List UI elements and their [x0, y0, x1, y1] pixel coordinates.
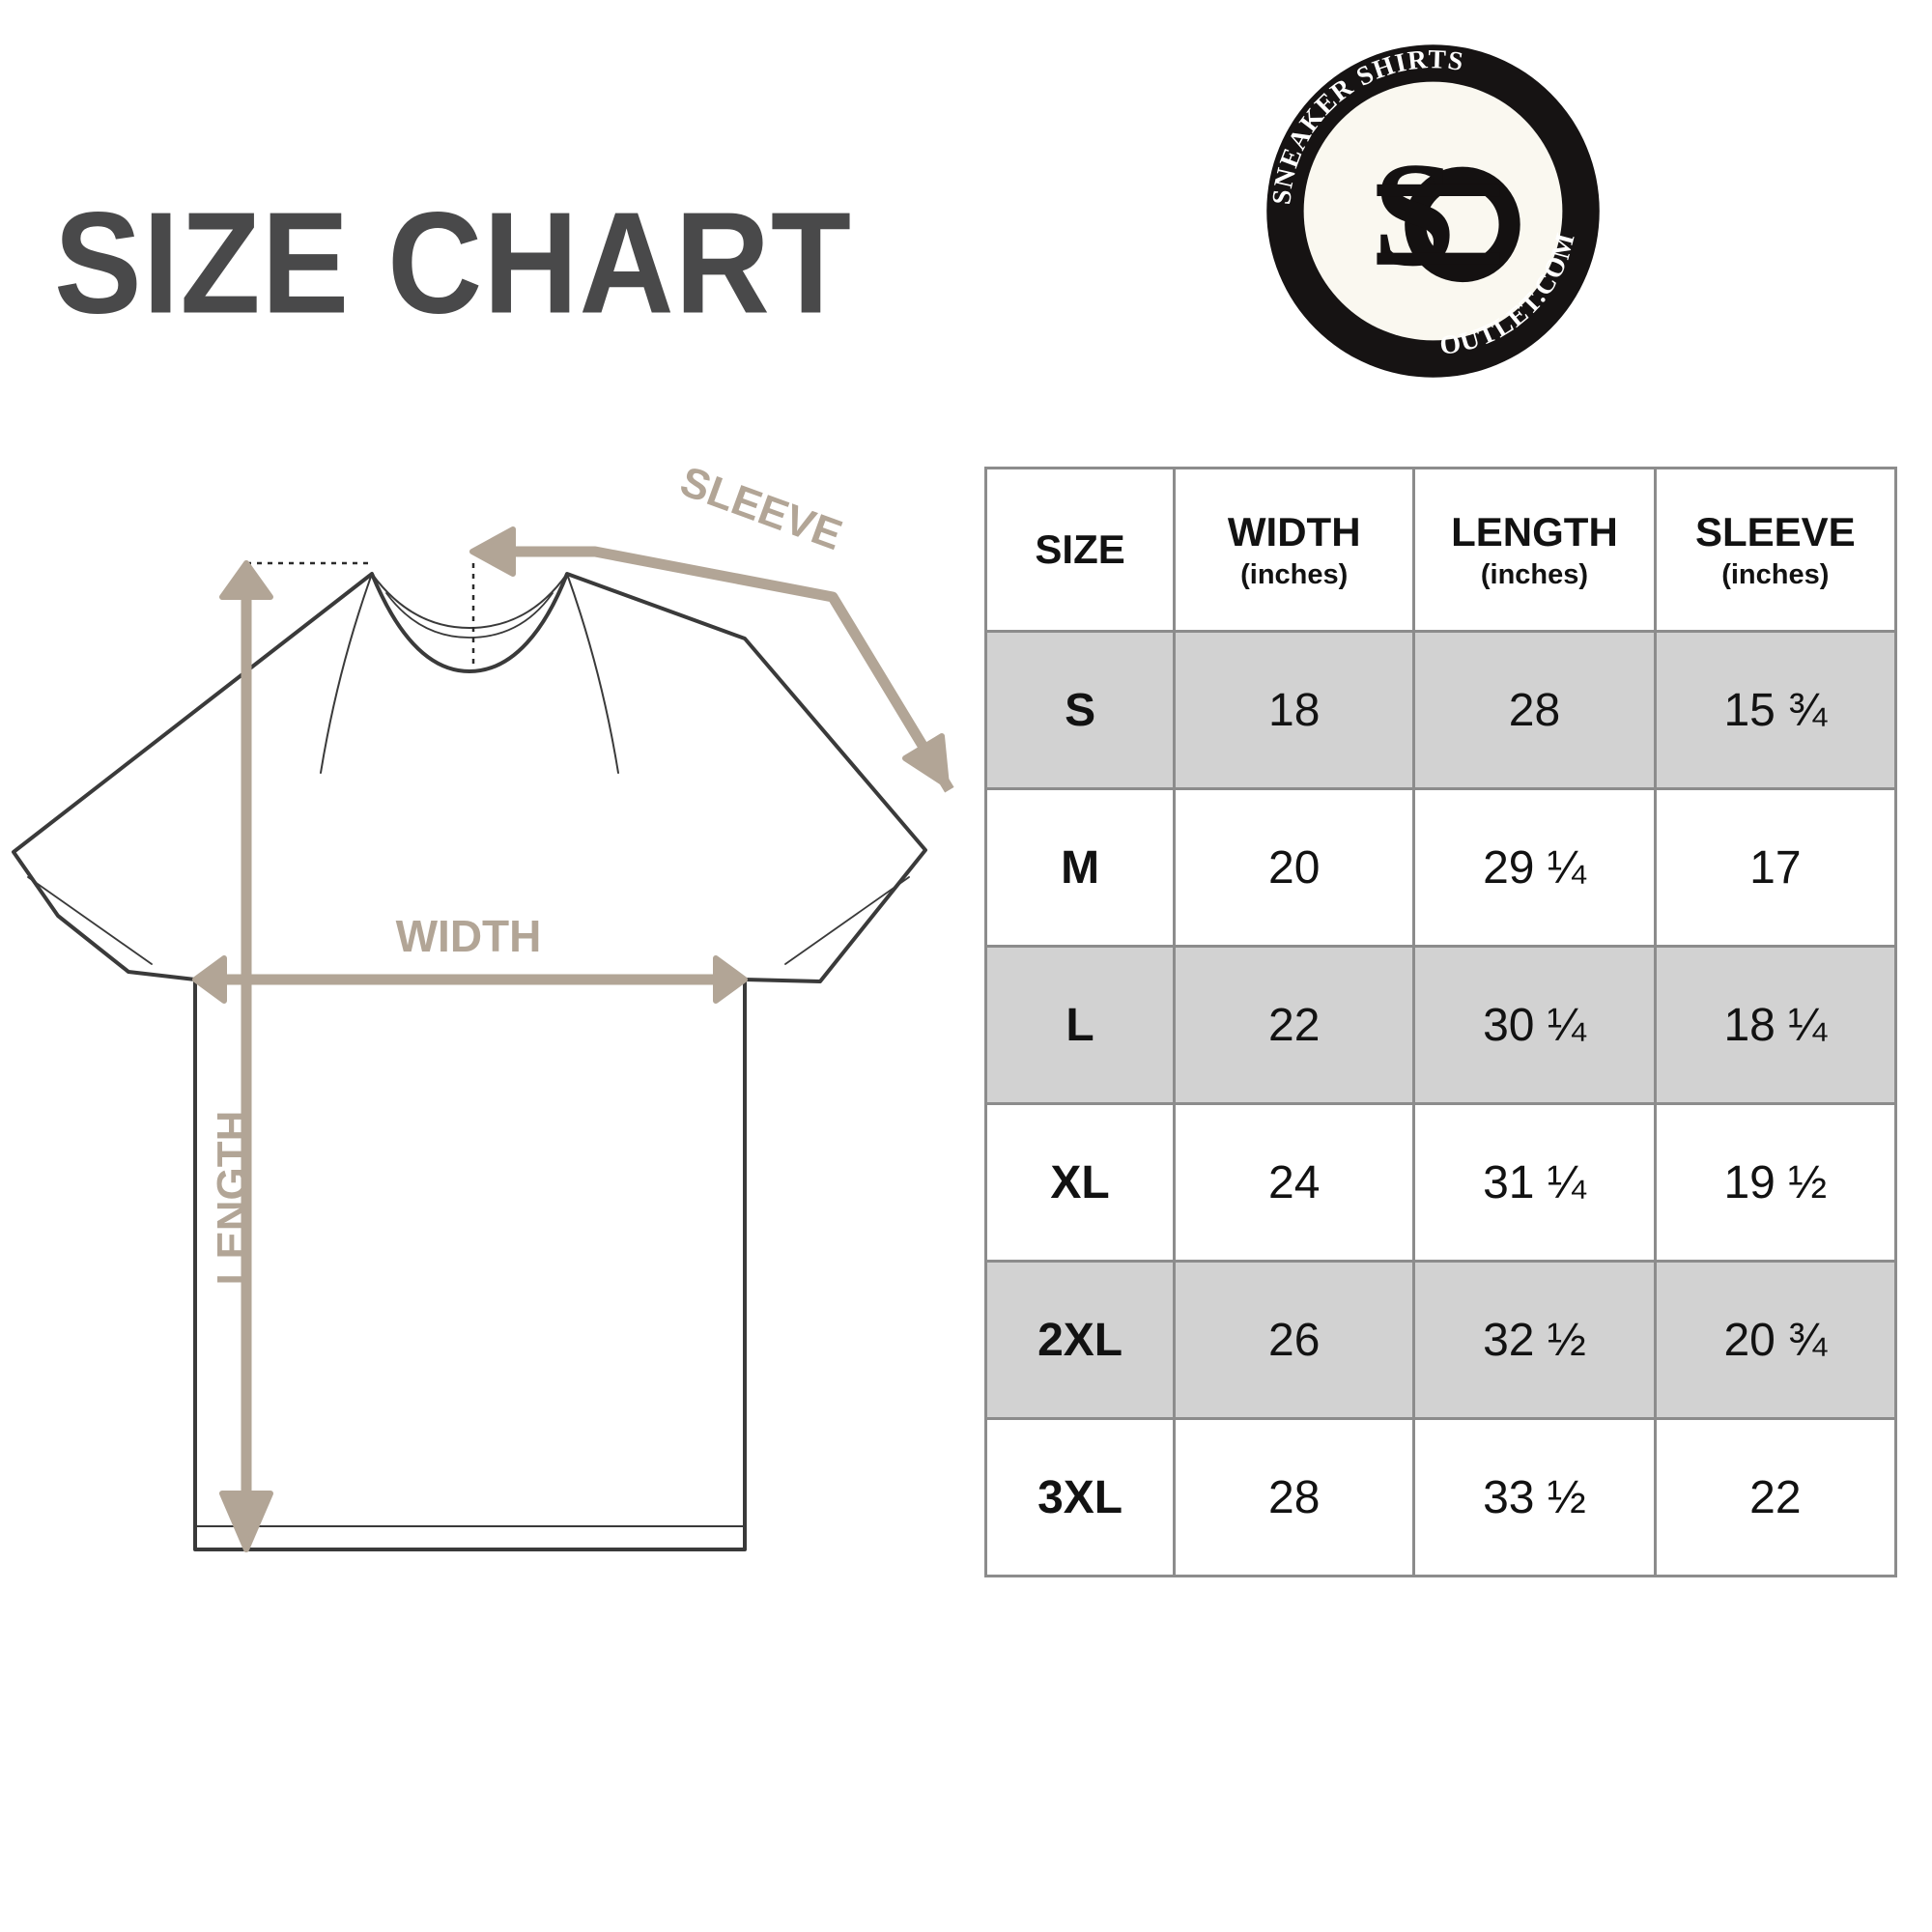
svg-text:SLEEVE: SLEEVE — [674, 458, 848, 559]
svg-text:WIDTH: WIDTH — [396, 911, 542, 961]
svg-text:LENGTH: LENGTH — [209, 1111, 256, 1286]
